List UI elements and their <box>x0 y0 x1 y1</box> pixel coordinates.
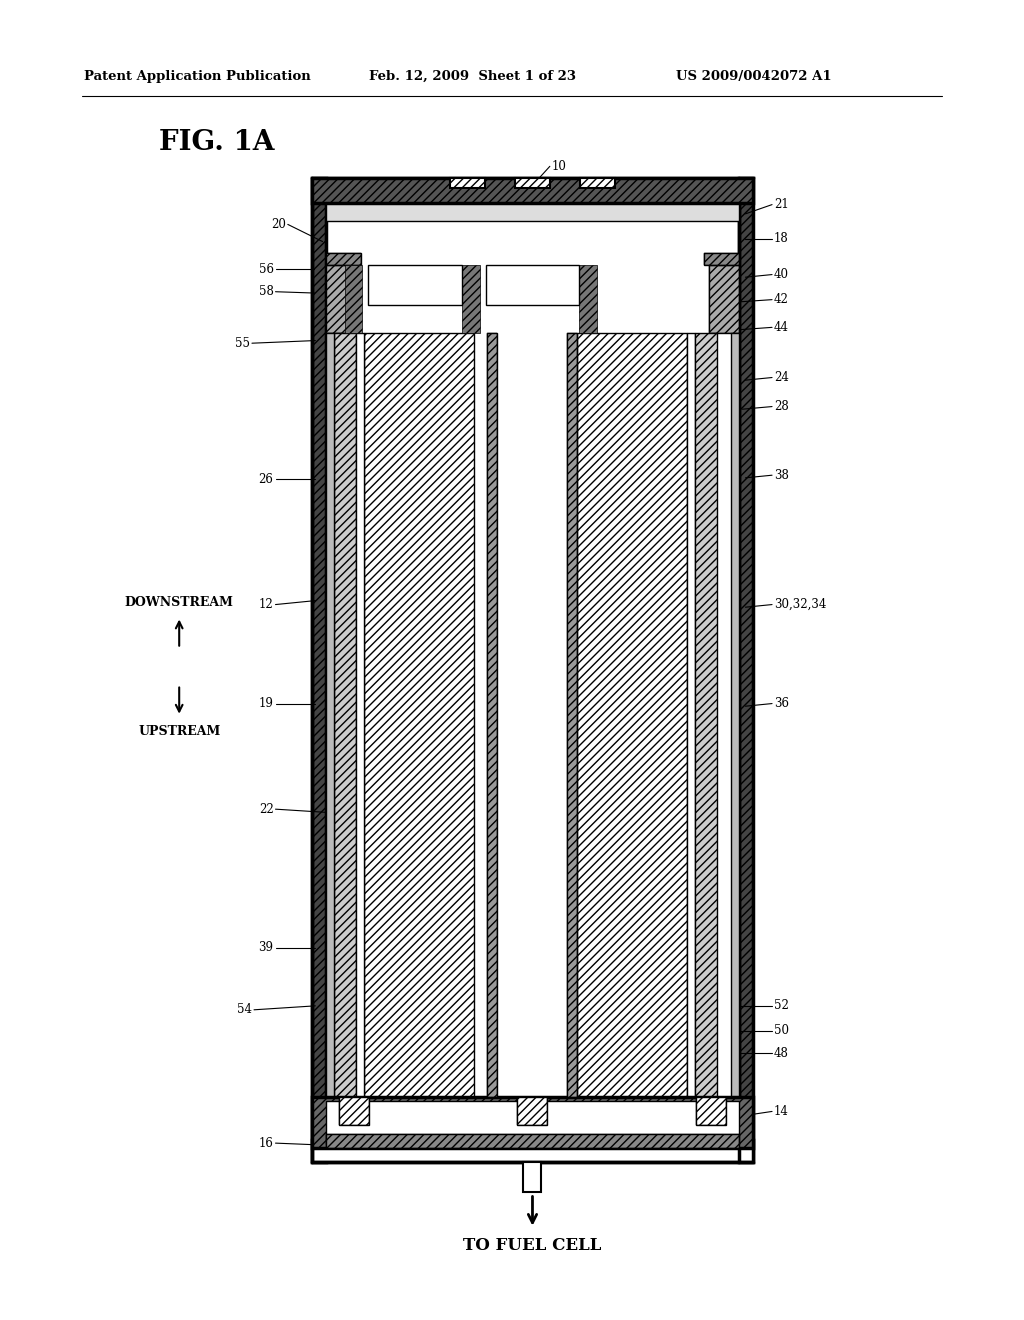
Bar <box>334 333 356 1097</box>
Bar <box>312 178 327 1162</box>
Bar <box>515 178 550 189</box>
Text: 44: 44 <box>774 321 790 334</box>
Bar <box>487 333 498 1097</box>
Text: 48: 48 <box>774 1047 788 1060</box>
Text: 39: 39 <box>258 941 273 954</box>
Bar <box>580 178 615 189</box>
Text: TO FUEL CELL: TO FUEL CELL <box>463 1237 602 1254</box>
Bar <box>327 1101 738 1143</box>
Bar <box>327 253 361 265</box>
Bar <box>312 178 753 203</box>
Bar <box>517 1097 548 1125</box>
Text: US 2009/0042072 A1: US 2009/0042072 A1 <box>676 70 831 83</box>
Bar <box>687 333 695 1097</box>
Bar <box>703 253 738 265</box>
Bar <box>485 265 580 305</box>
Text: 16: 16 <box>259 1137 273 1150</box>
Bar <box>709 265 738 333</box>
Bar <box>327 1134 738 1147</box>
Bar <box>365 333 474 1097</box>
Bar <box>365 333 474 1097</box>
Text: Feb. 12, 2009  Sheet 1 of 23: Feb. 12, 2009 Sheet 1 of 23 <box>369 70 575 83</box>
Bar <box>703 253 738 265</box>
Bar <box>695 1097 726 1125</box>
Text: UPSTREAM: UPSTREAM <box>138 725 220 738</box>
Text: 42: 42 <box>774 293 788 306</box>
Text: 40: 40 <box>774 268 790 281</box>
Text: 30,32,34: 30,32,34 <box>774 598 826 611</box>
Bar <box>327 1134 738 1147</box>
Bar <box>450 178 485 189</box>
Text: 24: 24 <box>774 371 788 384</box>
Bar <box>498 333 567 1097</box>
Bar <box>738 178 753 1162</box>
Bar <box>327 265 356 333</box>
Text: 28: 28 <box>774 400 788 413</box>
Bar <box>487 333 498 1097</box>
Bar <box>334 333 356 1097</box>
Text: 58: 58 <box>259 285 273 298</box>
Bar <box>567 333 578 1097</box>
Bar <box>312 178 753 203</box>
Text: FIG. 1A: FIG. 1A <box>159 129 274 156</box>
Text: 56: 56 <box>258 263 273 276</box>
Bar <box>312 178 327 1162</box>
Bar <box>515 178 550 189</box>
Bar <box>709 265 738 333</box>
Bar <box>738 178 753 1162</box>
Text: 14: 14 <box>774 1105 788 1118</box>
Text: 19: 19 <box>259 697 273 710</box>
Bar <box>517 1097 548 1125</box>
Bar <box>339 1097 370 1125</box>
Bar <box>327 333 334 1097</box>
Bar <box>450 178 485 189</box>
Bar <box>344 265 362 333</box>
Bar <box>368 265 462 305</box>
Text: 12: 12 <box>259 598 273 611</box>
Bar <box>578 333 687 1097</box>
Bar <box>580 178 615 189</box>
Bar <box>695 333 718 1097</box>
Text: 36: 36 <box>774 697 790 710</box>
Bar <box>327 265 356 333</box>
Bar <box>695 1097 726 1125</box>
Text: DOWNSTREAM: DOWNSTREAM <box>125 595 233 609</box>
Text: Patent Application Publication: Patent Application Publication <box>84 70 310 83</box>
Bar <box>312 1097 753 1147</box>
Text: 20: 20 <box>271 218 286 231</box>
Bar <box>523 1162 542 1192</box>
Bar <box>356 333 365 1097</box>
Bar <box>567 333 578 1097</box>
Bar <box>339 1097 370 1125</box>
Bar <box>312 1097 753 1147</box>
Bar <box>731 333 738 1097</box>
Bar <box>327 253 361 265</box>
Text: 21: 21 <box>774 198 788 211</box>
Text: 52: 52 <box>774 999 788 1012</box>
Bar <box>462 265 479 333</box>
Text: 55: 55 <box>234 337 250 350</box>
Text: 10: 10 <box>552 160 566 173</box>
Text: 50: 50 <box>774 1024 790 1038</box>
Text: 54: 54 <box>237 1003 252 1016</box>
Bar <box>695 333 718 1097</box>
Bar <box>312 1139 753 1162</box>
Text: 18: 18 <box>774 232 788 246</box>
Bar <box>327 203 738 222</box>
Bar <box>578 333 687 1097</box>
Text: 38: 38 <box>774 469 788 482</box>
Text: 26: 26 <box>259 473 273 486</box>
Bar <box>580 265 597 333</box>
Text: 22: 22 <box>259 803 273 816</box>
